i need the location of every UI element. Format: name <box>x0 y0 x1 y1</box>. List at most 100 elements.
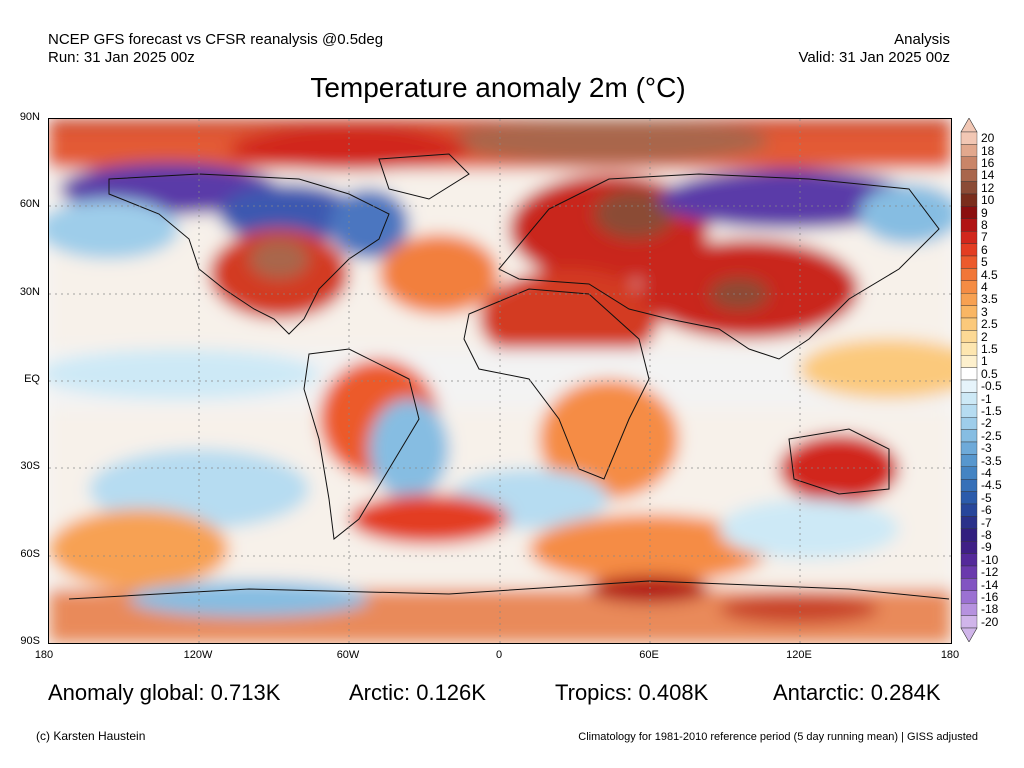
colorbar-swatch <box>960 367 978 381</box>
colorbar-label: -3.5 <box>981 453 1002 468</box>
colorbar-swatch <box>960 292 978 306</box>
colorbar <box>960 118 978 642</box>
colorbar-swatch <box>960 330 978 343</box>
lon-label-180e: 180 <box>940 649 960 661</box>
climatology-note: Climatology for 1981-2010 reference peri… <box>578 731 978 743</box>
greenland-outline <box>378 153 470 200</box>
lon-label-60e: 60E <box>639 649 659 661</box>
colorbar-label: -4.5 <box>981 478 1002 493</box>
colorbar-swatch <box>960 206 978 220</box>
colorbar-swatch <box>960 553 978 567</box>
colorbar-swatch <box>960 230 978 244</box>
colorbar-swatch <box>960 528 978 542</box>
colorbar-swatch <box>960 503 978 517</box>
colorbar-swatch <box>960 516 978 529</box>
lat-label-30n: 30N <box>19 286 40 298</box>
colorbar-swatch <box>960 565 978 579</box>
lat-label-30s: 30S <box>20 460 40 472</box>
colorbar-swatch <box>960 268 978 281</box>
map-title: Temperature anomaly 2m (°C) <box>310 72 686 103</box>
colorbar-label: 0.5 <box>981 366 998 381</box>
valid-time: Valid: 31 Jan 2025 00z <box>798 49 950 66</box>
colorbar-top-arrow <box>960 118 978 133</box>
lat-label-90n: 90N <box>19 111 40 123</box>
colorbar-swatch <box>960 441 978 455</box>
colorbar-swatch <box>960 379 978 393</box>
colorbar-label: -20 <box>981 614 999 629</box>
stat-tropics: Tropics: 0.408K <box>555 680 709 705</box>
header-left: NCEP GFS forecast vs CFSR reanalysis @0.… <box>48 31 383 67</box>
colorbar-label: -4 <box>981 466 992 480</box>
colorbar-label: 14 <box>981 168 995 183</box>
colorbar-swatch <box>960 193 978 207</box>
model-description: NCEP GFS forecast vs CFSR reanalysis @0.… <box>48 31 384 48</box>
colorbar-swatch <box>960 417 978 430</box>
colorbar-bottom-arrow <box>960 627 978 642</box>
graticule <box>49 119 951 643</box>
south-america-outline <box>303 348 420 540</box>
colorbar-label: 1.5 <box>981 342 998 356</box>
colorbar-label: 4 <box>981 280 988 294</box>
colorbar-label: -14 <box>981 577 999 592</box>
colorbar-swatch <box>960 491 978 505</box>
colorbar-swatch <box>960 181 978 195</box>
colorbar-swatch <box>960 404 978 418</box>
stat-arctic: Arctic: 0.126K <box>349 680 486 705</box>
map-graphic <box>49 119 951 643</box>
colorbar-swatch <box>960 243 978 257</box>
colorbar-swatch <box>960 317 978 331</box>
lat-label-60s: 60S <box>20 548 40 560</box>
australia-outline <box>788 428 890 495</box>
colorbar-label: 3.5 <box>981 292 998 307</box>
lat-label-90s: 90S <box>20 635 40 647</box>
colorbar-swatch <box>960 590 978 604</box>
colorbar-label: -9 <box>981 540 992 555</box>
colorbar-swatch <box>960 305 978 319</box>
colorbar-swatch <box>960 541 978 554</box>
colorbar-label: 8 <box>981 218 988 232</box>
lon-label-0: 0 <box>495 649 503 661</box>
colorbar-swatch <box>960 218 978 232</box>
copyright: (c) Karsten Haustein <box>36 729 146 743</box>
colorbar-swatch <box>960 578 978 591</box>
colorbar-label: 3 <box>981 304 988 319</box>
header-right: Analysis Valid: 31 Jan 2025 00z <box>798 31 950 67</box>
stat-antarctic: Antarctic: 0.284K <box>773 680 941 705</box>
eurasia-outline <box>498 173 940 360</box>
lon-label-180w: 180 <box>34 649 54 661</box>
colorbar-swatch <box>960 144 978 157</box>
colorbar-swatch <box>960 479 978 492</box>
north-america-outline <box>108 173 390 335</box>
colorbar-label: 5 <box>981 255 988 270</box>
colorbar-swatch <box>960 466 978 480</box>
lon-label-120w: 120W <box>183 649 213 661</box>
colorbar-swatch <box>960 354 978 368</box>
antarctica-outline <box>68 580 950 600</box>
lon-label-120e: 120E <box>786 649 812 661</box>
lon-label-60w: 60W <box>336 649 360 661</box>
coastlines <box>68 153 950 600</box>
colorbar-label: -5 <box>981 490 992 505</box>
colorbar-swatch <box>960 169 978 182</box>
colorbar-label: -2 <box>981 416 992 431</box>
colorbar-label: -2.5 <box>981 428 1002 443</box>
colorbar-label: -10 <box>981 552 999 567</box>
colorbar-label: 6 <box>981 242 988 257</box>
anomaly-map <box>48 118 952 644</box>
colorbar-label: 4.5 <box>981 267 998 282</box>
colorbar-label: 9 <box>981 205 988 220</box>
stat-global: Anomaly global: 0.713K <box>48 680 281 705</box>
lat-label-60n: 60N <box>19 198 40 210</box>
colorbar-label: -12 <box>981 565 999 580</box>
colorbar-swatch <box>960 342 978 356</box>
colorbar-label: 7 <box>981 230 988 245</box>
colorbar-label: -1.5 <box>981 404 1002 418</box>
colorbar-label: -18 <box>981 602 999 617</box>
lat-label-eq: EQ <box>24 373 40 385</box>
colorbar-swatch <box>960 255 978 269</box>
colorbar-label: -3 <box>981 441 992 456</box>
colorbar-swatch <box>960 603 978 616</box>
colorbar-label: -7 <box>981 515 992 530</box>
colorbar-label: 16 <box>981 156 995 170</box>
colorbar-swatch <box>960 131 978 145</box>
